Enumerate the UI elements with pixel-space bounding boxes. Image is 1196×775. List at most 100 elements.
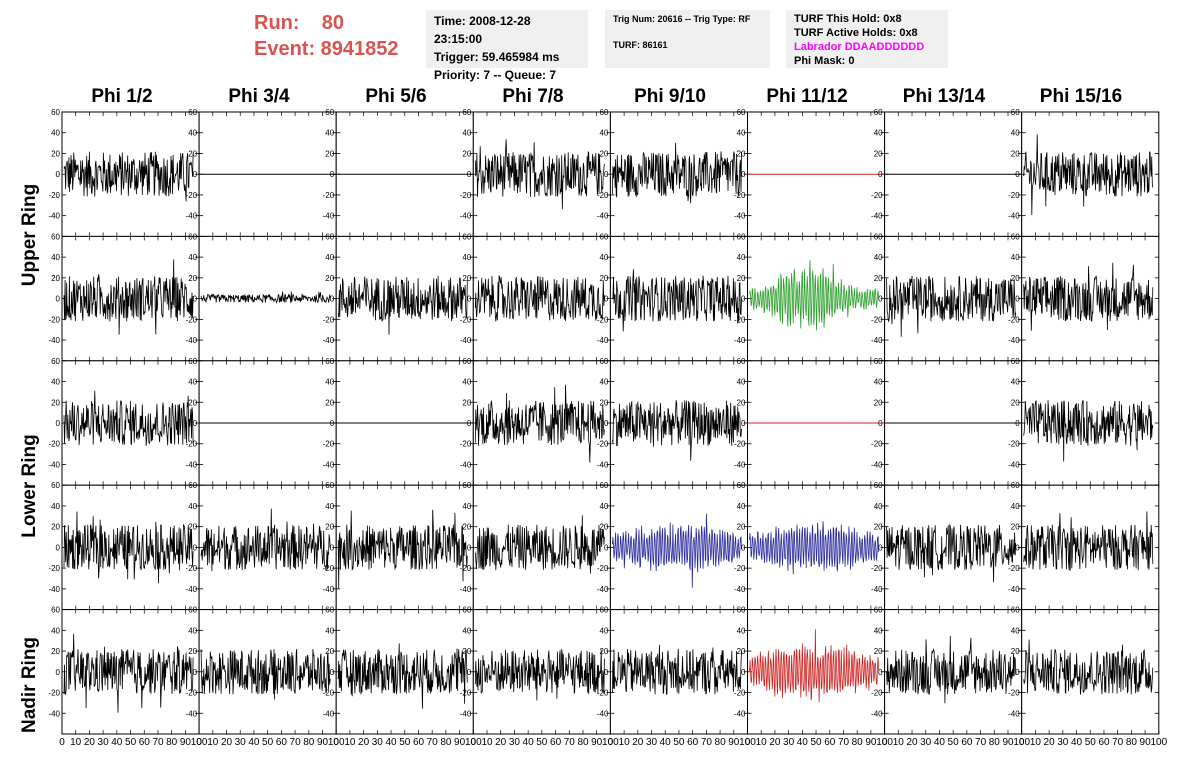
y-tick-label: 0 <box>604 668 609 677</box>
y-tick-label: 40 <box>1011 253 1020 262</box>
y-tick-label: 60 <box>1011 606 1020 615</box>
y-tick-label: 0 <box>878 668 883 677</box>
x-tick-label: 10 <box>344 737 356 748</box>
y-tick-label: 60 <box>188 232 197 241</box>
waveform-panel: 60 40 20 0 -20 -40 <box>323 108 474 237</box>
y-tick-label: 60 <box>874 357 883 366</box>
x-tick-label: 40 <box>523 737 535 748</box>
x-tick-label: 90 <box>1002 737 1014 748</box>
trig-info-box: Trig Num: 20616 -- Trig Type: RF TURF: 8… <box>605 10 770 68</box>
y-tick-label: 40 <box>188 626 197 635</box>
waveform-panel: 60 40 20 0 -20 -40 <box>1008 481 1160 611</box>
y-tick-label: 40 <box>325 253 334 262</box>
x-tick-label: 80 <box>989 737 1001 748</box>
x-tick-label: 30 <box>509 737 521 748</box>
y-tick-label: 40 <box>599 378 608 387</box>
x-tick-label: 100 <box>328 737 345 748</box>
x-tick-label: 80 <box>577 737 589 748</box>
x-tick-label: 40 <box>385 737 397 748</box>
x-tick-label: 40 <box>934 737 946 748</box>
y-tick-label: 40 <box>874 502 883 511</box>
x-tick-label: 40 <box>1071 737 1083 748</box>
y-tick-label: 20 <box>874 523 883 532</box>
waveform-trace <box>337 509 468 589</box>
x-tick-label: 40 <box>797 737 809 748</box>
y-tick-label: -40 <box>460 336 472 345</box>
y-tick-label: 40 <box>51 378 60 387</box>
x-tick-label: 70 <box>701 737 713 748</box>
y-tick-label: -20 <box>186 315 198 324</box>
y-tick-label: -20 <box>460 315 472 324</box>
waveform-trace <box>886 275 1017 337</box>
waveform-panel: 60 40 20 0 -20 -40 <box>1008 357 1160 486</box>
y-tick-label: 20 <box>737 149 746 158</box>
y-tick-label: 60 <box>188 108 197 117</box>
y-tick-label: 60 <box>1011 481 1020 490</box>
y-tick-label: 60 <box>325 481 334 490</box>
y-tick-label: 20 <box>874 274 883 283</box>
waveform-trace <box>200 648 331 700</box>
y-tick-label: -20 <box>186 191 198 200</box>
y-tick-label: 40 <box>1011 378 1020 387</box>
x-tick-label: 20 <box>906 737 918 748</box>
x-tick-label: 90 <box>865 737 877 748</box>
y-tick-label: 20 <box>874 647 883 656</box>
y-tick-label: -20 <box>734 191 746 200</box>
waveform-panel: 60 40 20 0 -20 -40 <box>1008 606 1160 735</box>
y-tick-label: 20 <box>188 523 197 532</box>
y-tick-label: 60 <box>874 108 883 117</box>
y-tick-label: 40 <box>51 626 60 635</box>
y-tick-label: 20 <box>462 398 471 407</box>
y-tick-label: 20 <box>51 523 60 532</box>
y-tick-label: -20 <box>597 191 609 200</box>
y-tick-label: -40 <box>871 585 883 594</box>
waveform-trace <box>749 260 879 331</box>
waveform-panel: 60 40 20 0 -20 -40 <box>460 108 611 237</box>
y-tick-label: 20 <box>1011 647 1020 656</box>
y-tick-label: 60 <box>188 606 197 615</box>
y-tick-label: 0 <box>193 419 198 428</box>
waveform-trace <box>1023 262 1154 331</box>
y-tick-label: 60 <box>599 357 608 366</box>
y-tick-label: 20 <box>1011 149 1020 158</box>
waveform-trace <box>474 515 605 574</box>
turf-info-box: TURF This Hold: 0x8 TURF Active Holds: 0… <box>786 10 948 68</box>
y-tick-label: 60 <box>51 108 60 117</box>
x-tick-label: 30 <box>372 737 384 748</box>
x-tick-label: 80 <box>166 737 178 748</box>
waveform-panel: 60 40 20 0 -20 -40 <box>186 357 337 486</box>
y-tick-label: 20 <box>188 274 197 283</box>
y-tick-label: 0 <box>193 543 198 552</box>
y-tick-label: 20 <box>462 523 471 532</box>
y-tick-label: -20 <box>871 315 883 324</box>
waveform-panel: 60 40 20 0 -20 -40 <box>48 357 200 486</box>
phi-header-6: Phi 11/12 <box>766 86 848 107</box>
y-tick-label: -40 <box>48 336 60 345</box>
x-tick-label: 0 <box>745 737 751 748</box>
y-tick-label: -20 <box>1008 440 1020 449</box>
y-tick-label: 0 <box>878 295 883 304</box>
y-tick-label: 0 <box>193 295 198 304</box>
waveform-trace <box>612 513 742 588</box>
y-tick-label: 40 <box>1011 502 1020 511</box>
waveform-panel: 60 40 20 0 -20 -40 <box>597 481 749 611</box>
waveform-panel: 60 40 20 0 -20 -40 <box>1008 232 1160 362</box>
phi-header-3: Phi 5/6 <box>365 86 427 107</box>
y-tick-label: 0 <box>330 668 335 677</box>
waveform-panel: 60 40 20 0 -20 -40 <box>323 232 474 362</box>
y-tick-label: 20 <box>325 398 334 407</box>
waveform-trace <box>749 521 879 575</box>
waveform-panel: 60 40 20 0 -20 -40 <box>48 481 200 611</box>
waveform-trace <box>337 275 468 335</box>
waveform-trace <box>1023 511 1154 571</box>
x-tick-label: 60 <box>1098 737 1110 748</box>
waveform-panel: 60 40 20 0 -20 -40 <box>871 481 1023 611</box>
y-tick-label: 20 <box>599 398 608 407</box>
y-tick-label: -40 <box>460 460 472 469</box>
y-tick-label: 0 <box>878 170 883 179</box>
y-tick-label: -20 <box>48 315 60 324</box>
y-tick-label: -20 <box>734 315 746 324</box>
turf-active-holds-text: TURF Active Holds: 0x8 <box>794 27 918 39</box>
y-tick-label: 60 <box>599 481 608 490</box>
y-tick-label: 60 <box>325 108 334 117</box>
